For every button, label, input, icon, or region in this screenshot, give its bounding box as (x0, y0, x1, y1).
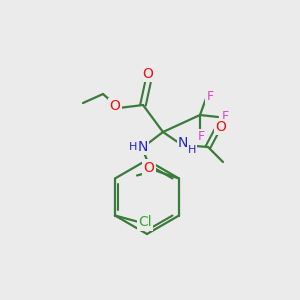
Text: Cl: Cl (138, 215, 152, 230)
Text: H: H (129, 142, 137, 152)
Text: H: H (188, 145, 196, 155)
Text: O: O (216, 120, 226, 134)
Text: F: F (206, 89, 214, 103)
Text: F: F (197, 130, 205, 142)
Text: N: N (178, 136, 188, 150)
Text: O: O (144, 160, 154, 175)
Text: O: O (110, 99, 120, 113)
Text: O: O (142, 67, 153, 81)
Text: N: N (138, 140, 148, 154)
Text: F: F (221, 110, 229, 124)
